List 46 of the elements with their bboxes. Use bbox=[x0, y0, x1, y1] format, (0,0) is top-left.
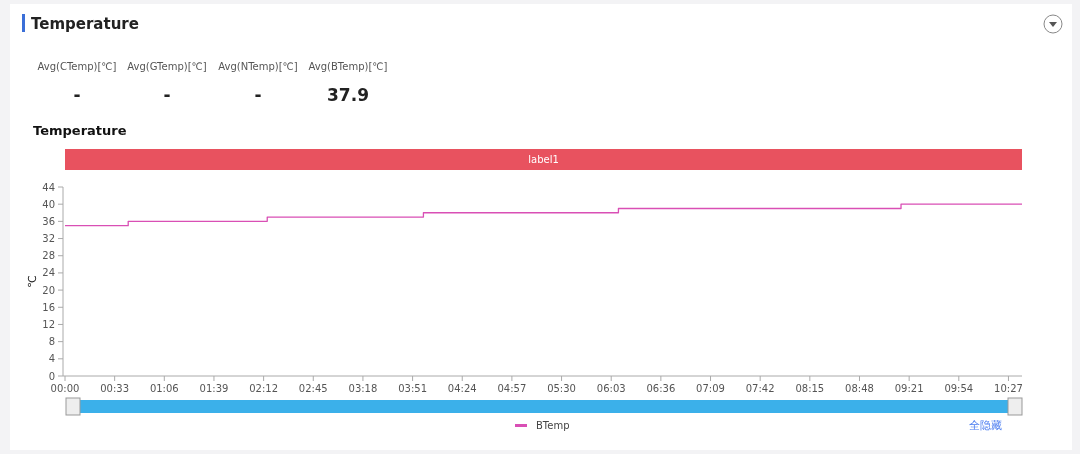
y-tick-label: 20 bbox=[42, 284, 55, 296]
text: 37.9 bbox=[327, 85, 369, 105]
x-tick-label: 00:33 bbox=[100, 383, 130, 394]
x-tick-label: 04:24 bbox=[447, 383, 477, 394]
x-tick-label: 06:03 bbox=[596, 383, 626, 394]
x-tick-label: 05:30 bbox=[547, 383, 576, 394]
y-tick-label: 32 bbox=[42, 233, 55, 245]
text: Temperature bbox=[31, 15, 139, 33]
text: 全隐藏 bbox=[968, 419, 1002, 432]
x-tick-label: 09:54 bbox=[944, 383, 974, 394]
text: - bbox=[254, 85, 262, 105]
legend-label: BTemp bbox=[536, 420, 570, 431]
x-tick-label: 08:15 bbox=[795, 383, 825, 394]
x-tick-label: 03:18 bbox=[348, 383, 378, 394]
x-tick-label: 09:21 bbox=[894, 383, 924, 394]
x-tick-label: 01:06 bbox=[149, 383, 179, 394]
text: - bbox=[73, 85, 81, 105]
x-tick-label: 02:45 bbox=[298, 383, 328, 394]
category-label: Avg(NTemp)[℃] bbox=[218, 61, 298, 72]
text: - bbox=[163, 85, 171, 105]
y-tick-label: 24 bbox=[42, 267, 55, 279]
category-label: Avg(GTemp)[℃] bbox=[127, 61, 207, 72]
y-tick-label: 8 bbox=[48, 336, 55, 348]
category-label: Avg(CTemp)[℃] bbox=[37, 61, 117, 72]
y-tick-label: 0 bbox=[48, 370, 55, 382]
y-axis-title: ℃ bbox=[26, 275, 39, 288]
category-label: Avg(BTemp)[℃] bbox=[308, 61, 388, 72]
x-tick-label: 04:57 bbox=[497, 383, 527, 394]
text: label1 bbox=[528, 154, 559, 165]
x-tick-label: 10:27 bbox=[994, 383, 1023, 394]
y-tick-label: 4 bbox=[48, 353, 55, 365]
chart-title: Temperature bbox=[33, 123, 127, 138]
y-tick-label: 40 bbox=[42, 198, 55, 210]
x-tick-label: 03:51 bbox=[398, 383, 427, 394]
x-tick-label: 07:42 bbox=[745, 383, 775, 394]
x-tick-label: 08:48 bbox=[845, 383, 874, 394]
y-tick-label: 28 bbox=[42, 250, 55, 262]
y-tick-label: 44 bbox=[42, 181, 55, 193]
y-tick-label: 16 bbox=[42, 301, 55, 313]
x-tick-label: 01:39 bbox=[199, 383, 229, 394]
x-tick-label: 02:12 bbox=[249, 383, 279, 394]
x-tick-label: 06:36 bbox=[646, 383, 676, 394]
y-tick-label: 12 bbox=[42, 318, 55, 330]
x-tick-label: 00:00 bbox=[50, 383, 80, 394]
x-tick-label: 07:09 bbox=[696, 383, 725, 394]
y-tick-label: 36 bbox=[42, 215, 55, 227]
